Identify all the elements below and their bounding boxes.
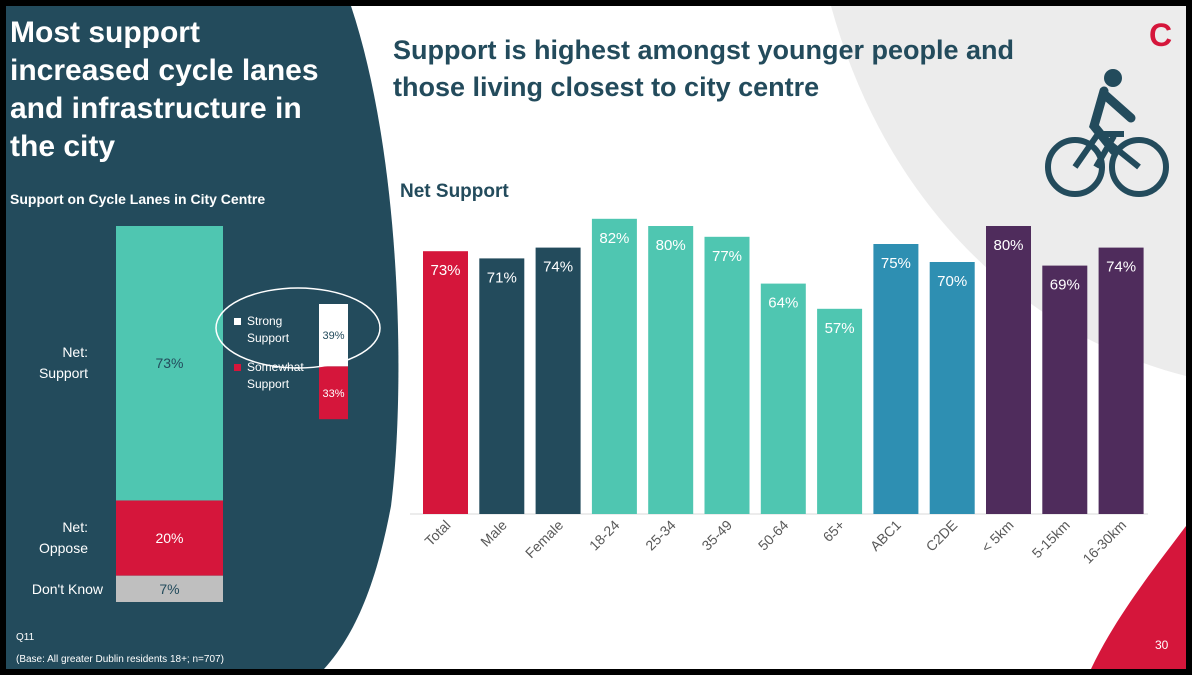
bar-65 (817, 308, 863, 514)
slide: C Most support increased cycle lanes and… (6, 6, 1186, 669)
x-tick-label-male: Male (477, 517, 510, 550)
crimson-corner-shape (1091, 526, 1186, 669)
page-number: 30 (1155, 638, 1169, 652)
bar-value-label-16-30km: 74% (1106, 259, 1136, 276)
bar-abc1 (873, 244, 919, 514)
legend-swatch-strong-support (234, 318, 241, 325)
left-panel-title: Most support increased cycle lanes and i… (10, 16, 319, 163)
x-tick-label-female: Female (522, 517, 566, 561)
x-tick-label-25-34: 25-34 (642, 517, 679, 554)
stacked-support-chart: 73% Net: Support 20% Net: Oppose 7% Don't Know 3… (32, 226, 381, 602)
net-support-bar-chart: 73% Total 71% Male 74% Female 82% 18-24 80% 25-34… (410, 218, 1148, 567)
bar-16-30km (1098, 247, 1144, 514)
x-tick-label-c2de: C2DE (923, 517, 961, 555)
x-tick-label-18-24: 18-24 (586, 517, 623, 554)
stack-category-label-net-oppose: Net: Oppose (39, 519, 88, 556)
stack-value-label-net-support: 73% (155, 355, 183, 371)
bar-value-label-50-64: 64% (768, 295, 798, 312)
page-title: Support is highest amongst younger peopl… (393, 35, 1015, 102)
bar-18-24 (591, 218, 637, 515)
legend-swatch-somewhat-support (234, 364, 241, 371)
x-tick-label-5-15km: 5-15km (1029, 517, 1073, 561)
bar-value-label-18-24: 82% (599, 230, 629, 247)
x-tick-label-total: Total (421, 517, 453, 549)
bar-value-label-65: 57% (825, 320, 855, 337)
stack-segment-net-oppose (116, 500, 223, 576)
bar-5-15km (1042, 265, 1088, 514)
brand-logo: C (1149, 17, 1173, 53)
breakdown-segment-strong-support (319, 304, 348, 367)
legend-label-strong-support: Strong Support (247, 314, 290, 345)
bar-value-label-abc1: 75% (881, 255, 911, 272)
stack-category-label-don-t-know: Don't Know (32, 581, 104, 597)
highlight-ellipse (215, 287, 381, 369)
stack-segment-net-support (116, 226, 223, 501)
bar-value-label-total: 73% (430, 262, 460, 279)
stack-value-label-net-oppose: 20% (155, 530, 183, 546)
breakdown-segment-somewhat-support (319, 366, 348, 420)
chart-label: Net Support (400, 181, 509, 202)
left-chart-subtitle: Support on Cycle Lanes in City Centre (10, 191, 266, 207)
bar-female (535, 247, 581, 514)
bar-value-label-25-34: 80% (656, 237, 686, 254)
stack-segment-don-t-know (116, 575, 223, 602)
bar-50-64 (760, 283, 806, 514)
question-code: Q11 (16, 632, 35, 643)
x-tick-label-5km: < 5km (978, 517, 1017, 556)
breakdown-value-label-strong-support: 39% (322, 330, 344, 342)
stack-category-label-net-support: Net: Support (39, 344, 88, 381)
bar-25-34 (648, 226, 694, 514)
bar-value-label-male: 71% (487, 269, 517, 286)
bar-male (479, 258, 525, 514)
bar-value-label-female: 74% (543, 259, 573, 276)
bar-5km (986, 226, 1031, 514)
stack-value-label-don-t-know: 7% (159, 581, 179, 597)
cyclist-icon (1045, 69, 1169, 197)
x-tick-label-abc1: ABC1 (867, 517, 904, 554)
bar-value-label-c2de: 70% (937, 273, 967, 290)
bar-total (423, 251, 468, 514)
x-tick-label-35-49: 35-49 (698, 517, 735, 554)
bar-35-49 (704, 236, 750, 515)
x-tick-label-65: 65+ (820, 517, 848, 545)
x-tick-label-16-30km: 16-30km (1079, 517, 1129, 567)
bar-value-label-5km: 80% (993, 237, 1023, 254)
base-note: (Base: All greater Dublin residents 18+;… (16, 654, 224, 665)
x-tick-label-50-64: 50-64 (755, 517, 792, 554)
bar-value-label-35-49: 77% (712, 248, 742, 265)
bar-value-label-5-15km: 69% (1050, 277, 1080, 294)
breakdown-value-label-somewhat-support: 33% (322, 388, 344, 400)
bar-c2de (929, 262, 975, 514)
